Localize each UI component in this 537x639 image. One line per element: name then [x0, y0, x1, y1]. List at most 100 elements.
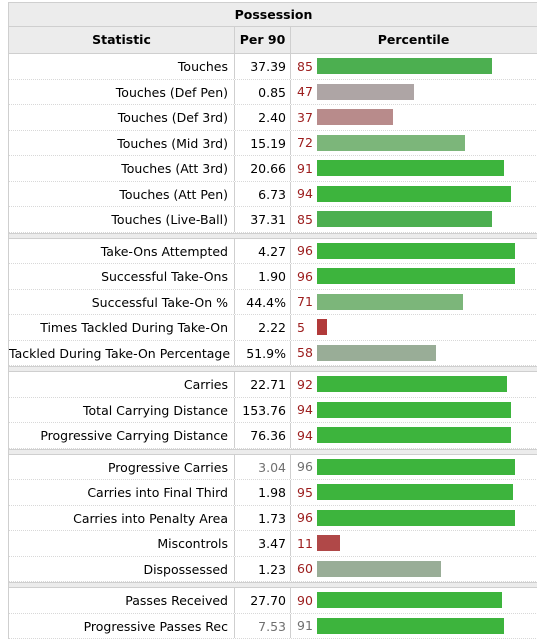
statistic-name: Dispossessed — [9, 557, 235, 582]
statistic-name: Carries — [9, 372, 235, 397]
statistic-name: Touches — [9, 54, 235, 79]
percentile-cell: 94 — [291, 182, 536, 207]
per90-value: 1.73 — [235, 506, 291, 531]
percentile-bar — [317, 294, 463, 310]
per90-value: 4.27 — [235, 239, 291, 264]
percentile-number: 85 — [291, 207, 317, 233]
percentile-cell: 60 — [291, 557, 536, 582]
percentile-bar — [317, 427, 511, 443]
per90-value: 3.47 — [235, 531, 291, 556]
percentile-bar — [317, 592, 502, 608]
percentile-cell: 92 — [291, 372, 536, 397]
percentile-number: 72 — [291, 130, 317, 156]
percentile-bar — [317, 345, 436, 361]
table-row: Successful Take-On %44.4%71 — [9, 290, 537, 316]
per90-value: 51.9% — [235, 341, 291, 366]
statistic-name: Touches (Live-Ball) — [9, 207, 235, 232]
statistic-name: Progressive Carries — [9, 455, 235, 480]
per90-value: 1.90 — [235, 264, 291, 289]
statistic-name: Touches (Mid 3rd) — [9, 131, 235, 156]
percentile-cell: 94 — [291, 423, 536, 448]
percentile-number: 96 — [291, 505, 317, 531]
table-title: Possession — [9, 2, 537, 27]
percentile-bar — [317, 459, 515, 475]
statistic-name: Touches (Att 3rd) — [9, 156, 235, 181]
statistic-name: Total Carrying Distance — [9, 398, 235, 423]
percentile-number: 85 — [291, 54, 317, 80]
per90-value: 2.22 — [235, 315, 291, 340]
statistic-name: Touches (Def 3rd) — [9, 105, 235, 130]
statistic-name: Progressive Passes Rec — [9, 614, 235, 639]
per90-value: 20.66 — [235, 156, 291, 181]
percentile-cell: 96 — [291, 239, 536, 264]
percentile-cell: 96 — [291, 264, 536, 289]
header-per90[interactable]: Per 90 — [235, 27, 291, 53]
percentile-number: 96 — [291, 238, 317, 264]
percentile-number: 71 — [291, 289, 317, 315]
statistic-name: Take-Ons Attempted — [9, 239, 235, 264]
per90-value: 2.40 — [235, 105, 291, 130]
percentile-cell: 91 — [291, 614, 536, 639]
per90-value: 6.73 — [235, 182, 291, 207]
percentile-number: 96 — [291, 454, 317, 480]
percentile-number: 5 — [291, 315, 317, 341]
percentile-bar — [317, 243, 515, 259]
percentile-bar — [317, 510, 515, 526]
per90-value: 7.53 — [235, 614, 291, 639]
percentile-cell: 96 — [291, 506, 536, 531]
percentile-bar — [317, 402, 511, 418]
percentile-cell: 58 — [291, 341, 536, 366]
percentile-number: 11 — [291, 531, 317, 557]
percentile-cell: 91 — [291, 156, 536, 181]
statistic-name: Tackled During Take-On Percentage — [9, 341, 235, 366]
percentile-number: 94 — [291, 181, 317, 207]
percentile-number: 95 — [291, 480, 317, 506]
percentile-bar — [317, 618, 504, 634]
percentile-cell: 11 — [291, 531, 536, 556]
percentile-bar — [317, 135, 465, 151]
per90-value: 1.98 — [235, 480, 291, 505]
statistic-name: Touches (Def Pen) — [9, 80, 235, 105]
per90-value: 37.39 — [235, 54, 291, 79]
per90-value: 44.4% — [235, 290, 291, 315]
percentile-number: 90 — [291, 588, 317, 614]
header-percentile[interactable]: Percentile — [291, 27, 536, 53]
per90-value: 153.76 — [235, 398, 291, 423]
percentile-bar — [317, 484, 513, 500]
possession-table: Possession Statistic Per 90 Percentile T… — [8, 2, 537, 639]
percentile-cell: 85 — [291, 54, 536, 79]
percentile-cell: 71 — [291, 290, 536, 315]
per90-value: 76.36 — [235, 423, 291, 448]
per90-value: 3.04 — [235, 455, 291, 480]
percentile-cell: 95 — [291, 480, 536, 505]
header-statistic[interactable]: Statistic — [9, 27, 235, 53]
statistic-name: Carries into Penalty Area — [9, 506, 235, 531]
statistic-name: Progressive Carrying Distance — [9, 423, 235, 448]
statistic-name: Passes Received — [9, 588, 235, 613]
percentile-number: 91 — [291, 613, 317, 639]
percentile-cell: 47 — [291, 80, 536, 105]
statistic-name: Times Tackled During Take-On — [9, 315, 235, 340]
percentile-cell: 96 — [291, 455, 536, 480]
percentile-number: 47 — [291, 79, 317, 105]
percentile-number: 91 — [291, 156, 317, 182]
statistic-name: Miscontrols — [9, 531, 235, 556]
per90-value: 37.31 — [235, 207, 291, 232]
per90-value: 15.19 — [235, 131, 291, 156]
statistic-name: Successful Take-Ons — [9, 264, 235, 289]
percentile-number: 92 — [291, 372, 317, 398]
